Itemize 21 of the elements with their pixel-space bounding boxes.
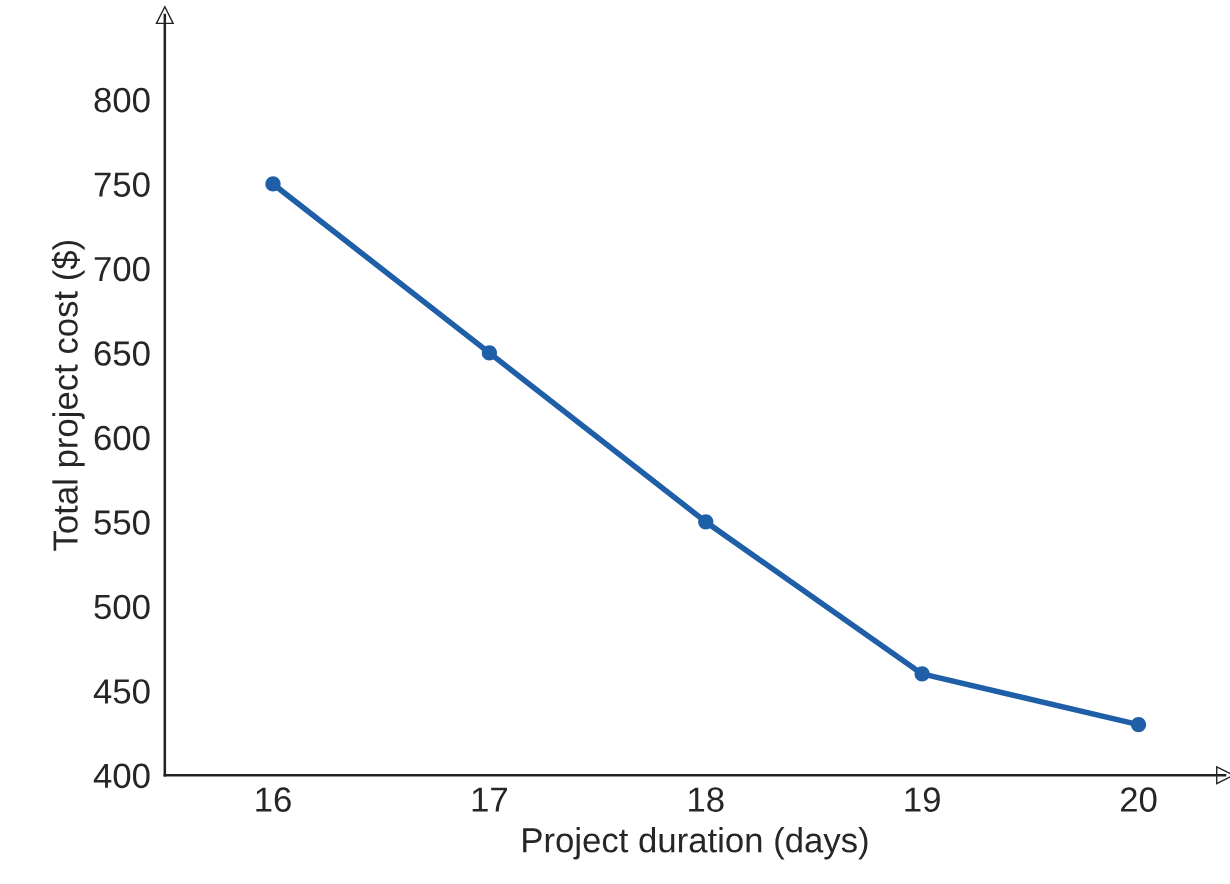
y-tick-label: 800 [94,87,150,113]
y-tick-label: 500 [94,594,150,620]
y-tick-label: 600 [94,425,150,451]
x-tick-label: 18 [689,787,724,812]
y-tick-label: 450 [93,679,150,704]
point [1130,716,1147,733]
x-tick-label: 19 [905,787,940,812]
y-tick-label: 650 [94,341,150,366]
point [481,345,498,361]
x-tick-label: 16 [256,787,291,812]
y-tick-label: 550 [94,510,150,535]
y-axis-title: Total project cost ($) [51,240,85,551]
point [265,176,281,192]
x-axis-title: Project duration (days) [523,827,868,860]
y-tick-label: 700 [94,256,150,282]
y-tick-label: 400 [93,763,150,789]
x-tick-label: 17 [472,787,507,812]
y-tick-label: 750 [94,172,150,197]
point [698,514,714,530]
point [914,666,930,682]
x-tick-label: 20 [1120,787,1157,812]
